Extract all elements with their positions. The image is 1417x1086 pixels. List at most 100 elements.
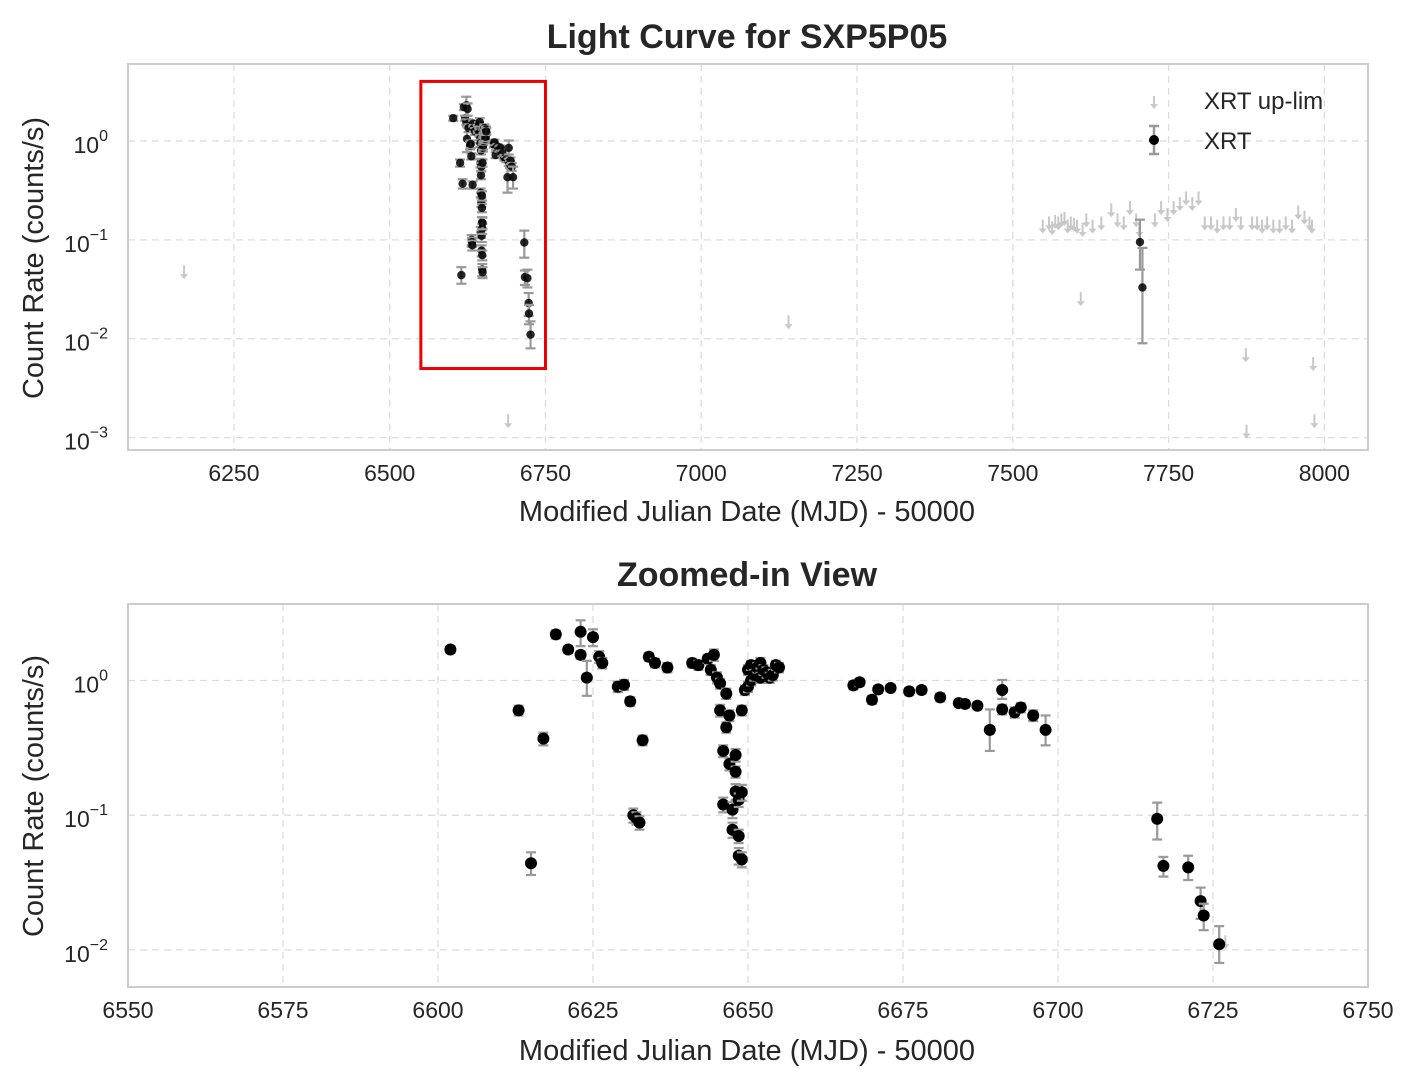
- y-axis-label: Count Rate (counts/s): [18, 655, 50, 937]
- uplim-arrow: [1275, 219, 1284, 234]
- uplim-arrow: [1076, 292, 1085, 307]
- xrt-point: [633, 815, 646, 831]
- zoom-highlight-box: [419, 79, 547, 371]
- xrt-point: [503, 139, 514, 156]
- xrt-point: [996, 703, 1009, 716]
- uplim-arrow: [1263, 216, 1272, 231]
- uplim-arrow: [1219, 216, 1228, 231]
- y-tick-label: 10−2: [64, 326, 108, 356]
- xrt-point: [915, 684, 928, 697]
- xrt-point: [476, 190, 487, 202]
- xrt-point: [1137, 246, 1148, 345]
- y-tick-label: 10−1: [64, 227, 108, 257]
- xrt-point: [574, 619, 587, 648]
- xrt-point: [465, 139, 476, 150]
- legend-label-xrt: XRT: [1204, 128, 1252, 155]
- xrt-point: [853, 676, 866, 689]
- uplim-arrow: [1225, 216, 1234, 231]
- uplim-arrow: [1175, 196, 1184, 211]
- uplim-arrow: [1107, 203, 1116, 218]
- uplim-arrow: [784, 315, 793, 330]
- uplim-arrow: [1248, 216, 1257, 231]
- legend-entry-xrt: XRT: [1149, 124, 1252, 156]
- xrt-point: [456, 266, 467, 285]
- xrt-point: [1039, 714, 1052, 747]
- xrt-point: [735, 783, 748, 802]
- xrt-point: [903, 685, 916, 698]
- uplim-arrow: [1073, 219, 1082, 234]
- x-tick-label: 6625: [567, 997, 618, 1023]
- xrt-point: [444, 643, 457, 656]
- y-tick-label: 10−1: [64, 802, 108, 832]
- xrt-point: [508, 165, 519, 190]
- uplim-arrow: [1044, 216, 1053, 231]
- uplim-arrow: [1097, 216, 1106, 231]
- x-tick-label: 7000: [676, 460, 727, 486]
- xrt-point: [714, 677, 727, 690]
- xrt-point: [1151, 801, 1164, 841]
- uplim-arrow: [1307, 219, 1316, 234]
- xrt-point: [996, 678, 1009, 701]
- xrt-point: [729, 765, 742, 779]
- y-axis-label: Count Rate (counts/s): [18, 117, 50, 399]
- uplim-arrow: [1194, 191, 1203, 206]
- uplim-arrow: [1188, 196, 1197, 211]
- xrt-point: [525, 851, 537, 877]
- uplim-arrow: [1309, 357, 1318, 372]
- xrt-point: [477, 266, 488, 280]
- x-tick-labels: 6250 6500 6750 7000 7250 7500 7750 8000: [208, 460, 1350, 486]
- legend-uplim-marker: [1150, 96, 1158, 109]
- uplim-arrow: [1236, 216, 1245, 231]
- x-tick-label: 6750: [1342, 997, 1393, 1023]
- xrt-point: [596, 656, 609, 670]
- xrt-point: [720, 721, 733, 734]
- uplim-arrow: [1310, 414, 1319, 429]
- y-tick-label: 10−3: [64, 425, 108, 455]
- x-axis-label: Modified Julian Date (MJD) - 50000: [519, 496, 975, 528]
- xrt-point: [481, 126, 492, 137]
- x-tick-label: 6750: [520, 460, 571, 486]
- x-tick-label: 7250: [831, 460, 882, 486]
- xrt-point: [1014, 701, 1027, 714]
- x-tick-label: 7750: [1143, 460, 1194, 486]
- xrt-point: [649, 656, 661, 669]
- xrt-point: [562, 643, 575, 656]
- xrt-point: [714, 703, 727, 718]
- uplim-arrow: [1063, 219, 1072, 234]
- xrt-point: [574, 648, 587, 661]
- x-axis-label: Modified Julian Date (MJD) - 50000: [519, 1035, 975, 1067]
- uplim-arrow: [1258, 219, 1267, 234]
- xrt-point: [723, 709, 736, 723]
- xrt-point: [959, 697, 971, 710]
- uplim-arrow: [1119, 216, 1128, 231]
- x-tick-label: 8000: [1299, 460, 1350, 486]
- xrt-point: [717, 744, 730, 759]
- uplim-arrow: [180, 265, 189, 280]
- x-tick-label: 6575: [257, 997, 308, 1023]
- xrt-series: [448, 95, 1148, 350]
- xrt-point: [580, 659, 593, 697]
- xrt-series: [444, 619, 1226, 965]
- xrt-point: [636, 734, 649, 747]
- uplim-arrow: [1206, 216, 1215, 231]
- x-tick-label: 7500: [987, 460, 1038, 486]
- xrt-point: [735, 704, 748, 717]
- uplim-arrow: [1169, 201, 1178, 216]
- xrt-point: [512, 704, 525, 717]
- highlight-rect: [419, 79, 547, 371]
- xrt-point: [519, 229, 530, 259]
- xrt-point: [522, 268, 533, 289]
- uplim-arrow: [1231, 208, 1240, 223]
- y-tick-labels: 100 10−1 10−2: [64, 668, 108, 967]
- xrt-point: [457, 178, 468, 190]
- xrt-point: [1157, 855, 1170, 878]
- xrt-point: [462, 102, 473, 117]
- xrt-point: [549, 628, 562, 641]
- y-tick-label: 10−2: [64, 937, 108, 967]
- plot-frame: [127, 63, 1369, 451]
- uplim-arrow: [504, 414, 513, 429]
- xrt-point: [934, 691, 947, 704]
- uplim-arrow: [1113, 213, 1122, 228]
- xrt-point: [732, 828, 745, 845]
- xrt-point: [455, 158, 466, 168]
